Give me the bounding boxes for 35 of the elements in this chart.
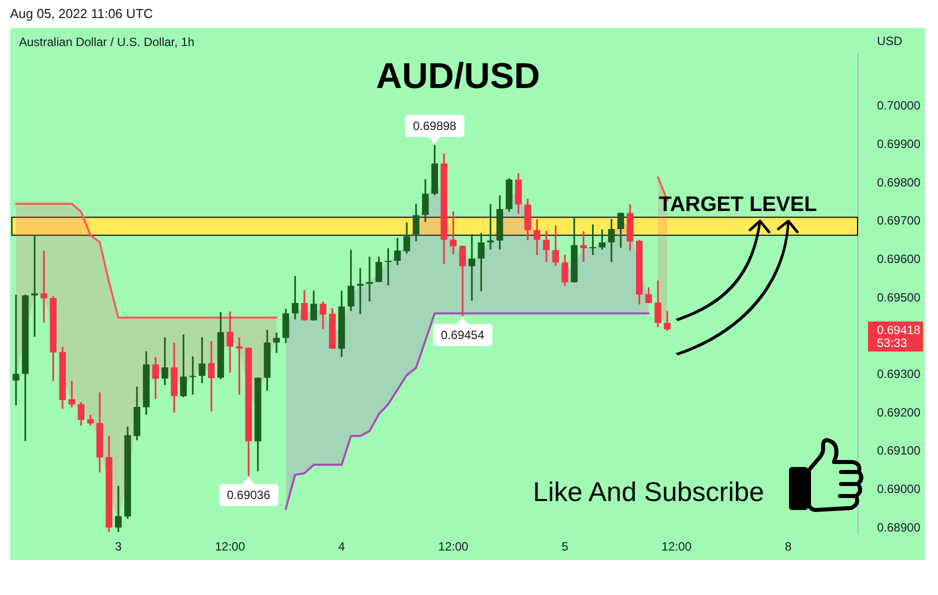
candlestick	[226, 311, 234, 373]
chart-subtitle: Australian Dollar / U.S. Dollar, 1h	[19, 35, 194, 49]
y-tick-label: 0.69700	[877, 214, 921, 228]
band-label: TARGET LEVEL	[658, 192, 818, 216]
y-tick-label: 0.69600	[877, 252, 921, 266]
text: 53:33	[877, 336, 908, 350]
candlestick	[273, 332, 280, 353]
annotation: 0.69898	[404, 115, 464, 138]
text: Aug 05, 2022 11:06 UTC	[10, 6, 153, 22]
candlestick	[12, 294, 20, 406]
annotation: Like And Subscribe	[533, 477, 764, 507]
y-tick-label: 0.68900	[877, 520, 921, 534]
x-tick-label: 8	[784, 539, 792, 554]
y-tick-label: 0.69800	[877, 175, 921, 190]
candlestick	[487, 204, 494, 250]
text: 0.69418	[877, 322, 921, 337]
x-tick-label: 3	[115, 539, 122, 554]
x-tick-label: 5	[562, 539, 569, 554]
candlestick	[580, 231, 587, 262]
y-tick-label: 0.70000	[877, 98, 921, 113]
y-tick-label: 0.69300	[877, 367, 921, 382]
y-tick-label: 0.69500	[877, 290, 921, 304]
y-tick-label: 0.69900	[877, 136, 921, 151]
x-tick-label: 4	[338, 539, 346, 554]
chart-title: AUD/USD	[376, 55, 540, 96]
x-tick-label: 12:00	[214, 539, 246, 554]
y-axis-title: USD	[877, 34, 902, 48]
annotation: 0.69036	[218, 484, 278, 506]
y-tick-label: 0.69200	[877, 405, 921, 420]
x-tick-label: 12:00	[662, 539, 692, 554]
candlestick	[366, 256, 373, 302]
y-tick-label: 0.69000	[877, 482, 921, 496]
y-tick-label: 0.69100	[877, 444, 921, 458]
x-tick-label: 12:00	[438, 539, 469, 554]
annotation: 0.69454	[432, 324, 492, 346]
